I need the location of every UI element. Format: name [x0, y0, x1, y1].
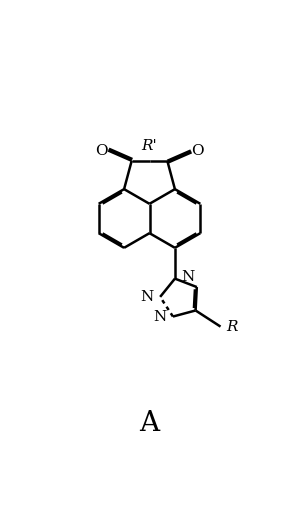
Text: A: A — [139, 411, 160, 437]
Text: O: O — [191, 143, 204, 158]
Text: R': R' — [142, 139, 157, 153]
Text: N: N — [141, 290, 154, 304]
Text: O: O — [95, 143, 108, 158]
Text: R: R — [226, 320, 237, 333]
Text: N: N — [153, 310, 167, 323]
Text: N: N — [181, 270, 194, 284]
